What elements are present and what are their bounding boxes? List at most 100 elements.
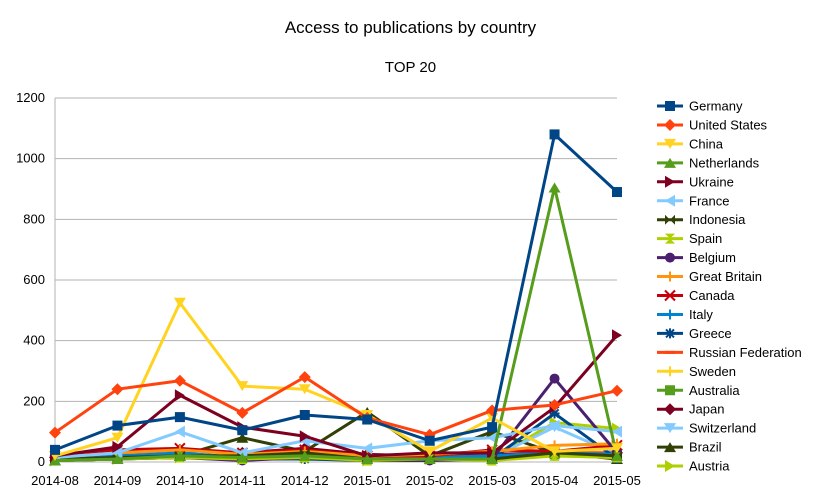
legend-item: Italy (657, 307, 713, 322)
legend-marker (665, 214, 675, 225)
data-point (173, 450, 186, 461)
x-tick-label: 2015-05 (593, 473, 641, 488)
legend-marker (665, 175, 675, 188)
data-point (237, 425, 248, 436)
legend-label: Great Britain (689, 269, 762, 284)
x-tick-label: 2014-08 (31, 473, 79, 488)
data-point (611, 443, 623, 454)
legend-label: Austria (689, 459, 730, 474)
legend-item: Brazil (657, 440, 722, 455)
legend-label: France (689, 193, 729, 208)
y-tick-label: 1000 (16, 151, 45, 166)
legend-item: Ukraine (657, 174, 734, 189)
legend-item: Canada (657, 288, 735, 303)
data-point (548, 182, 561, 193)
legend-label: Ukraine (689, 174, 734, 189)
data-point (174, 425, 185, 438)
legend-marker (665, 460, 675, 473)
series-line (54, 301, 618, 458)
legend-marker (664, 423, 676, 434)
legend-item: Austria (657, 459, 730, 474)
legend-label: Brazil (689, 440, 722, 455)
y-tick-label: 600 (23, 272, 45, 287)
legend-label: Indonesia (689, 212, 746, 227)
series-line (54, 442, 618, 459)
legend-item: Germany (657, 99, 743, 114)
legend-item: France (657, 193, 729, 208)
x-tick-label: 2015-03 (468, 473, 516, 488)
legend-item: United States (657, 117, 768, 132)
x-tick-label: 2015-02 (406, 473, 454, 488)
x-tick-label: 2015-04 (531, 473, 579, 488)
data-point (361, 453, 374, 464)
data-point (487, 422, 498, 433)
data-point (612, 187, 622, 198)
data-point (49, 426, 61, 439)
legend-item: Greece (657, 326, 732, 341)
legend-item: Switzerland (657, 421, 756, 436)
legend-marker (664, 403, 676, 416)
data-point (611, 384, 623, 397)
legend-label: Russian Federation (689, 345, 802, 360)
x-tick-label: 2014-12 (281, 473, 329, 488)
data-point (486, 453, 499, 464)
series-line (54, 375, 618, 437)
legend-marker (665, 194, 675, 207)
legend-item: Great Britain (657, 269, 762, 284)
y-tick-label: 0 (38, 454, 45, 469)
data-point (612, 425, 622, 438)
data-point (50, 444, 60, 455)
legend-item: Netherlands (657, 155, 760, 170)
y-tick-label: 800 (23, 211, 45, 226)
data-point (362, 414, 373, 425)
legend-item: Sweden (657, 364, 736, 379)
legend-label: China (689, 136, 724, 151)
data-point (173, 297, 186, 308)
chart-subtitle: TOP 20 (384, 59, 437, 76)
data-point (423, 446, 436, 457)
legend-label: Netherlands (689, 155, 760, 170)
data-point (549, 408, 560, 419)
legend-marker (664, 118, 676, 131)
legend-marker (665, 271, 675, 282)
data-point (298, 384, 311, 395)
x-tick-label: 2015-01 (343, 473, 391, 488)
data-point (112, 440, 123, 453)
legend-label: Japan (689, 402, 724, 417)
legend-item: Indonesia (657, 212, 746, 227)
data-point (236, 432, 249, 443)
legend-marker (665, 328, 675, 339)
data-point (611, 450, 623, 461)
data-point (423, 453, 436, 464)
legend-label: Germany (689, 99, 743, 114)
data-point (174, 412, 185, 423)
chart-title: Access to publications by country (284, 18, 537, 37)
data-point (111, 432, 124, 443)
data-point (299, 430, 310, 443)
data-point (111, 383, 124, 396)
data-point (236, 452, 249, 463)
legend-marker (664, 138, 676, 149)
legend-marker (665, 101, 675, 111)
data-point (549, 129, 560, 140)
legend-item: Belgium (657, 250, 736, 265)
x-tick-label: 2014-11 (219, 473, 266, 488)
data-point (424, 435, 435, 446)
legend-marker (665, 366, 675, 377)
grid-lines (54, 97, 617, 463)
data-point (173, 374, 186, 387)
data-point (112, 420, 123, 431)
data-point (112, 446, 123, 459)
legend-marker (664, 289, 676, 302)
legend-item: Russian Federation (657, 345, 802, 360)
legend-label: Sweden (689, 364, 736, 379)
legend-marker (665, 252, 675, 263)
y-tick-label: 400 (23, 333, 45, 348)
legend-marker (665, 233, 675, 244)
series-line (54, 185, 619, 462)
x-tick-label: 2014-09 (94, 473, 142, 488)
legend-label: United States (689, 117, 768, 132)
data-point (236, 406, 249, 419)
legend: Germany United States China Netherlands Ukra… (657, 99, 802, 474)
legend-marker (664, 157, 676, 168)
